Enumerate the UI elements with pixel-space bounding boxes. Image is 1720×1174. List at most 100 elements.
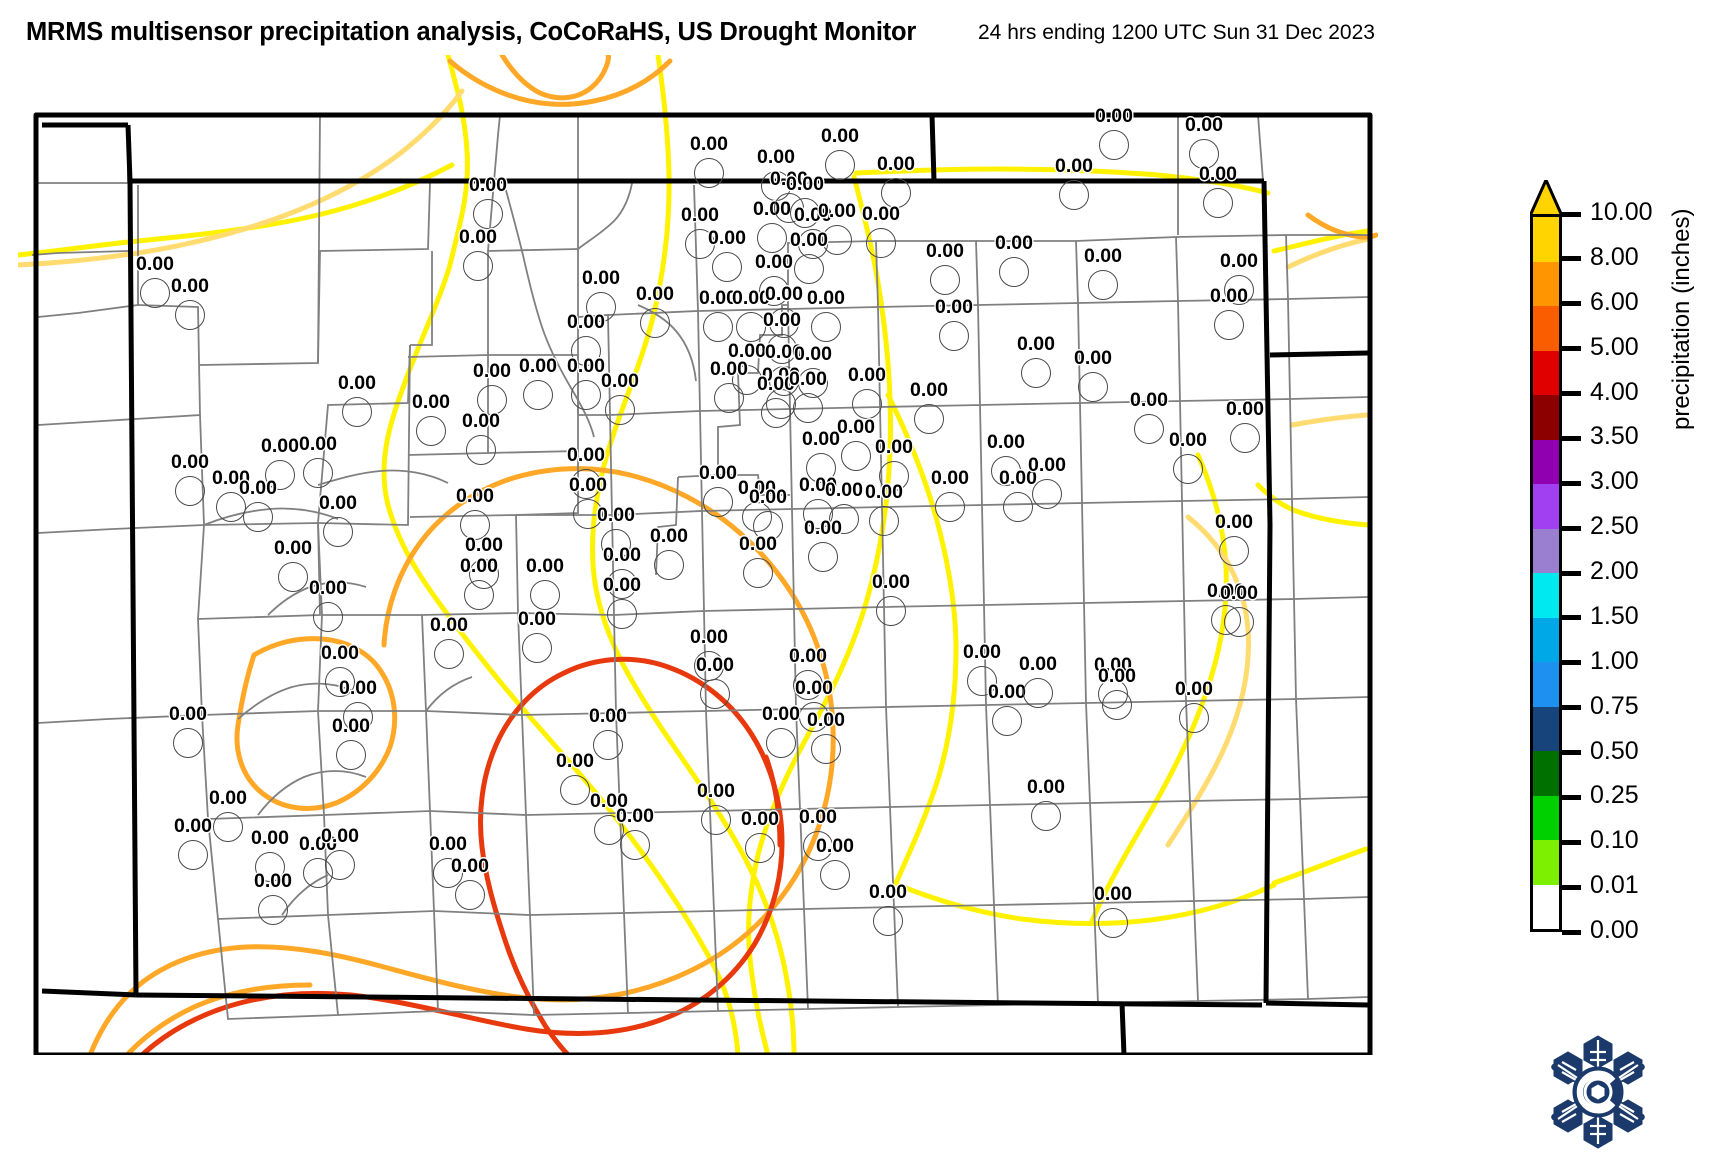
station-circle-icon xyxy=(700,679,730,709)
station-value-label: 0.00 xyxy=(274,537,312,559)
valid-time-label: 24 hrs ending 1200 UTC Sun 31 Dec 2023 xyxy=(978,21,1375,44)
station-value-label: 0.00 xyxy=(1169,429,1207,451)
station-circle-icon xyxy=(712,252,742,282)
station-circle-icon xyxy=(433,858,463,888)
station-circle-icon xyxy=(753,511,783,541)
station-circle-icon xyxy=(1173,454,1203,484)
station-circle-icon xyxy=(841,441,871,471)
station-value-label: 0.00 xyxy=(765,341,803,363)
colorbar-segment xyxy=(1533,350,1559,395)
station-value-label: 0.00 xyxy=(699,462,737,484)
station-circle-icon xyxy=(620,830,650,860)
colorbar-tick-dash xyxy=(1562,256,1581,262)
station-circle-icon xyxy=(571,336,601,366)
colorbar-tick-label: 1.00 xyxy=(1590,646,1639,675)
station-value-label: 0.00 xyxy=(1017,333,1055,355)
station-circle-icon xyxy=(213,812,243,842)
station-circle-icon xyxy=(794,254,824,284)
station-value-label: 0.00 xyxy=(690,133,728,155)
station-value-label: 0.00 xyxy=(412,391,450,413)
station-value-label: 0.00 xyxy=(556,750,594,772)
station-value-label: 0.00 xyxy=(1226,398,1264,420)
station-value-label: 0.00 xyxy=(935,296,973,318)
station-value-label: 0.00 xyxy=(616,805,654,827)
station-value-label: 0.00 xyxy=(174,815,212,837)
station-value-label: 0.00 xyxy=(995,232,1033,254)
station-circle-icon xyxy=(1023,678,1053,708)
station-value-label: 0.00 xyxy=(821,125,859,147)
colorbar-tick-dash xyxy=(1562,660,1581,666)
station-circle-icon xyxy=(759,276,789,306)
station-value-label: 0.00 xyxy=(1215,511,1253,533)
station-circle-icon xyxy=(1230,423,1260,453)
station-circle-icon xyxy=(434,639,464,669)
station-circle-icon xyxy=(1021,358,1051,388)
station-value-label: 0.00 xyxy=(650,525,688,547)
colorbar-tick-label: 3.00 xyxy=(1590,467,1639,496)
station-value-label: 0.00 xyxy=(708,227,746,249)
station-value-label: 0.00 xyxy=(739,533,777,555)
station-value-label: 0.00 xyxy=(790,229,828,251)
colorbar-tick-label: 1.50 xyxy=(1590,601,1639,630)
station-value-label: 0.00 xyxy=(332,715,370,737)
colorbar-segment xyxy=(1533,484,1559,529)
colorbar-ticks: 10.00 8.00 6.00 5.00 4.00 3.50 3.00 2.50 2.00 1.5… xyxy=(1562,198,1720,944)
station-value-label: 0.00 xyxy=(239,477,277,499)
colorbar-tick-dash xyxy=(1562,839,1581,845)
station-value-label: 0.00 xyxy=(818,200,856,222)
station-value-label: 0.00 xyxy=(212,467,250,489)
colorbar-tick-label: 8.00 xyxy=(1590,242,1639,271)
station-circle-icon xyxy=(343,702,373,732)
colorbar-tick-label: 0.10 xyxy=(1590,826,1639,855)
station-value-label: 0.00 xyxy=(877,153,915,175)
station-circle-icon xyxy=(869,506,899,536)
station-value-label: 0.00 xyxy=(601,370,639,392)
station-value-label: 0.00 xyxy=(872,571,910,593)
station-circle-icon xyxy=(935,492,965,522)
station-circle-icon xyxy=(342,397,372,427)
station-value-label: 0.00 xyxy=(1028,454,1066,476)
station-value-label: 0.00 xyxy=(518,608,556,630)
station-circle-icon xyxy=(991,456,1021,486)
station-circle-icon xyxy=(799,702,829,732)
station-circle-icon xyxy=(992,706,1022,736)
station-value-label: 0.00 xyxy=(1084,245,1122,267)
colorbar-tick-label: 10.00 xyxy=(1590,198,1653,226)
station-circle-icon xyxy=(594,815,624,845)
station-value-label: 0.00 xyxy=(690,626,728,648)
colorbar-tick-dash xyxy=(1562,525,1581,531)
station-value-label: 0.00 xyxy=(799,474,837,496)
station-value-label: 0.00 xyxy=(697,780,735,802)
colorbar-over-arrow xyxy=(1530,180,1562,216)
station-value-label: 0.00 xyxy=(762,703,800,725)
station-circle-icon xyxy=(460,510,490,540)
station-circle-icon xyxy=(820,860,850,890)
station-value-label: 0.00 xyxy=(451,855,489,877)
colorbar-segment xyxy=(1533,884,1559,929)
station-value-label: 0.00 xyxy=(699,287,737,309)
station-value-label: 0.00 xyxy=(999,467,1037,489)
precipitation-map[interactable]: 0.00 0.00 0.00 0.00 0.00 0.00 0.00 0.00 0.00 0.00… xyxy=(18,55,1378,1055)
station-value-label: 0.00 xyxy=(569,474,607,496)
station-value-label: 0.00 xyxy=(459,226,497,248)
station-value-label: 0.00 xyxy=(589,705,627,727)
station-circle-icon xyxy=(1098,908,1128,938)
station-circle-icon xyxy=(757,223,787,253)
colorbar-segment xyxy=(1533,840,1559,885)
station-value-label: 0.00 xyxy=(1019,653,1057,675)
colorbar-tick-label: 0.00 xyxy=(1590,916,1639,944)
station-circle-icon xyxy=(806,453,836,483)
colorbar-tick-label: 0.01 xyxy=(1590,871,1639,900)
colorbar-tick-dash xyxy=(1562,705,1581,711)
station-value-label: 0.00 xyxy=(825,479,863,501)
station-circle-icon xyxy=(701,805,731,835)
station-value-label: 0.00 xyxy=(794,204,832,226)
station-value-label: 0.00 xyxy=(1210,285,1248,307)
station-value-label: 0.00 xyxy=(869,881,907,903)
station-value-label: 0.00 xyxy=(1130,389,1168,411)
colorbar-segment xyxy=(1533,528,1559,573)
colorbar-tick-dash xyxy=(1562,794,1581,800)
station-circle-icon xyxy=(473,199,503,229)
station-value-label: 0.00 xyxy=(931,467,969,489)
station-circle-icon xyxy=(607,569,637,599)
